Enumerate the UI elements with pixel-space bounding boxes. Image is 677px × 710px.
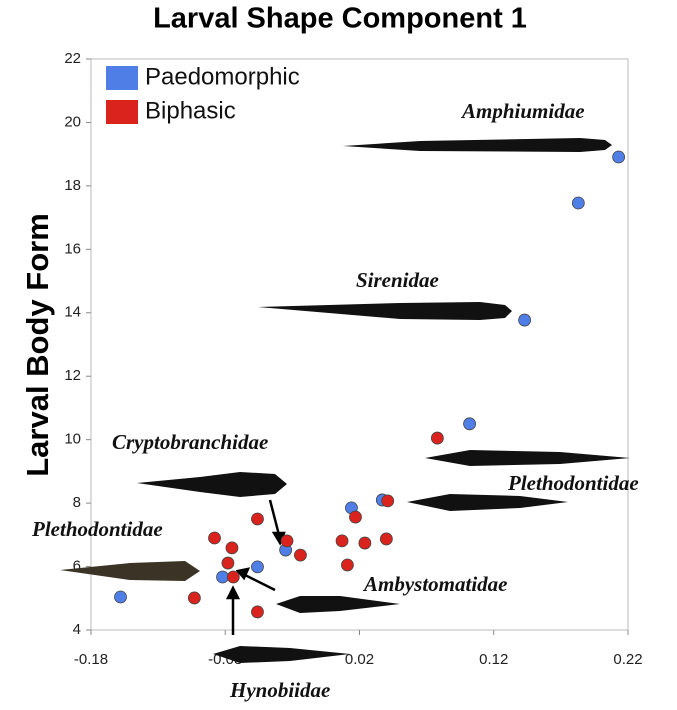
annotation: Ambystomatidae	[362, 572, 508, 596]
annotation: Amphiumidae	[460, 99, 585, 123]
y-tick-label: 4	[73, 621, 81, 638]
y-tick-label: 16	[64, 240, 81, 257]
point	[114, 590, 127, 604]
point	[221, 556, 235, 570]
silhouettes	[60, 138, 630, 663]
x-tick-label: 0.22	[613, 651, 642, 668]
point	[571, 196, 585, 210]
y-tick-label: 20	[64, 113, 81, 130]
annotation: Plethodontidae	[31, 517, 163, 541]
point	[335, 534, 349, 548]
y-tick-label: 22	[64, 50, 81, 67]
legend-label: Paedomorphic	[145, 63, 300, 90]
point	[251, 605, 264, 619]
legend-swatch	[106, 66, 138, 90]
annotation: Hynobiidae	[229, 678, 330, 702]
legend-label: Biphasic	[145, 97, 236, 124]
y-tick-label: 14	[64, 304, 81, 321]
y-axis-label: Larval Body Form	[20, 213, 55, 477]
annotation: Sirenidae	[356, 268, 439, 292]
point	[226, 570, 240, 584]
point	[280, 534, 294, 548]
point	[294, 548, 307, 562]
annotation: Plethodontidae	[507, 471, 639, 495]
x-tick-label: -0.18	[74, 651, 108, 668]
point	[187, 591, 201, 605]
x-tick-label: 0.12	[479, 651, 508, 668]
chart-title: Larval Shape Component 1	[153, 3, 527, 35]
y-tick-label: 10	[64, 431, 81, 448]
arrows	[225, 499, 286, 635]
annotation: Cryptobranchidae	[112, 430, 268, 454]
point	[358, 536, 372, 550]
point	[430, 431, 444, 445]
y-tick-label: 18	[64, 177, 81, 194]
point	[463, 417, 476, 431]
point	[225, 541, 239, 555]
point	[251, 512, 264, 526]
y-tick-label: 8	[73, 494, 81, 511]
point	[379, 532, 393, 546]
point	[349, 510, 362, 524]
point	[612, 150, 626, 164]
point	[341, 558, 354, 572]
legend-swatch	[106, 100, 138, 124]
point	[381, 494, 395, 508]
point	[518, 313, 532, 327]
x-tick-label: 0.02	[345, 651, 374, 668]
y-tick-label: 12	[64, 367, 81, 384]
point	[208, 531, 221, 545]
point	[251, 560, 264, 574]
y-tick-label: 6	[73, 558, 81, 575]
point	[216, 570, 229, 584]
